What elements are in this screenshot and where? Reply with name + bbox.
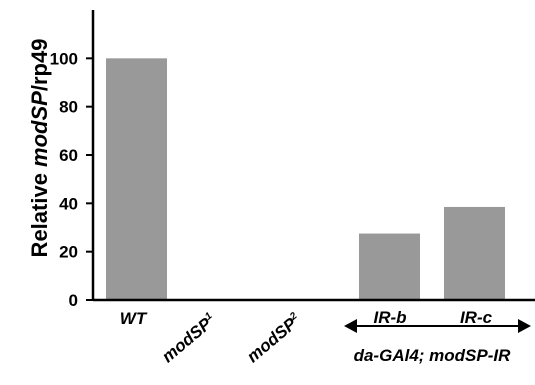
y-tick-label-3: 60 xyxy=(59,146,78,165)
y-tick-label-5: 100 xyxy=(50,49,78,68)
group-bracket xyxy=(344,319,531,333)
group-bracket-left-arrow xyxy=(344,319,357,333)
x-category-label-wt: WT xyxy=(120,309,148,328)
bar-wt xyxy=(106,58,167,301)
group-label: da-GAl4; modSP-IR xyxy=(354,346,512,365)
x-category-label-ir-c: IR-c xyxy=(460,308,493,327)
y-axis-label-prefix: Relative xyxy=(27,167,52,258)
y-axis-ticks: 0 20 40 60 80 100 xyxy=(50,49,93,310)
y-tick-label-1: 20 xyxy=(59,243,78,262)
svg-text:Relative modSP/rp49: Relative modSP/rp49 xyxy=(27,39,52,258)
y-axis-label-suffix: /rp49 xyxy=(27,39,52,92)
x-category-label-ir-b: IR-b xyxy=(373,308,406,327)
bar-ir-c xyxy=(444,206,505,300)
x-category-label-modsp1: modSP1 xyxy=(158,310,220,366)
y-tick-label-4: 80 xyxy=(59,98,78,117)
bars xyxy=(106,58,505,301)
bar-ir-b xyxy=(359,233,420,300)
x-category-label-modsp2: modSP2 xyxy=(243,310,305,366)
y-axis-label: Relative modSP/rp49 xyxy=(27,39,52,258)
group-bracket-right-arrow xyxy=(518,319,531,333)
y-tick-label-2: 40 xyxy=(59,194,78,213)
y-axis-label-gene: modSP xyxy=(27,91,52,167)
y-tick-label-0: 0 xyxy=(69,291,78,310)
